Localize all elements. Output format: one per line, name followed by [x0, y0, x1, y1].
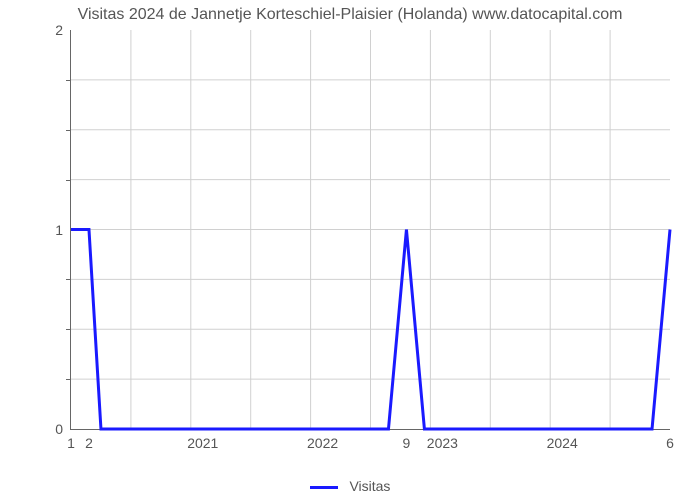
chart-title: Visitas 2024 de Jannetje Korteschiel-Pla…	[0, 6, 700, 24]
x-year-label: 2024	[547, 429, 578, 451]
y-minor-tick	[66, 80, 71, 81]
x-value-label: 1	[67, 429, 75, 451]
x-year-label: 2022	[307, 429, 338, 451]
legend: Visitas	[0, 478, 700, 494]
y-minor-tick	[66, 180, 71, 181]
y-tick-label: 2	[55, 22, 71, 38]
legend-swatch	[310, 486, 338, 489]
y-minor-tick	[66, 279, 71, 280]
y-minor-tick	[66, 329, 71, 330]
series-svg	[71, 30, 670, 429]
x-value-label: 6	[666, 429, 674, 451]
plot-area: 012 2021202220232024 1296	[70, 30, 670, 430]
x-value-label: 2	[85, 429, 93, 451]
x-year-label: 2023	[427, 429, 458, 451]
x-value-label: 9	[403, 429, 411, 451]
y-minor-tick	[66, 379, 71, 380]
legend-label: Visitas	[349, 478, 390, 494]
y-minor-tick	[66, 130, 71, 131]
y-tick-label: 1	[55, 222, 71, 238]
x-year-label: 2021	[187, 429, 218, 451]
